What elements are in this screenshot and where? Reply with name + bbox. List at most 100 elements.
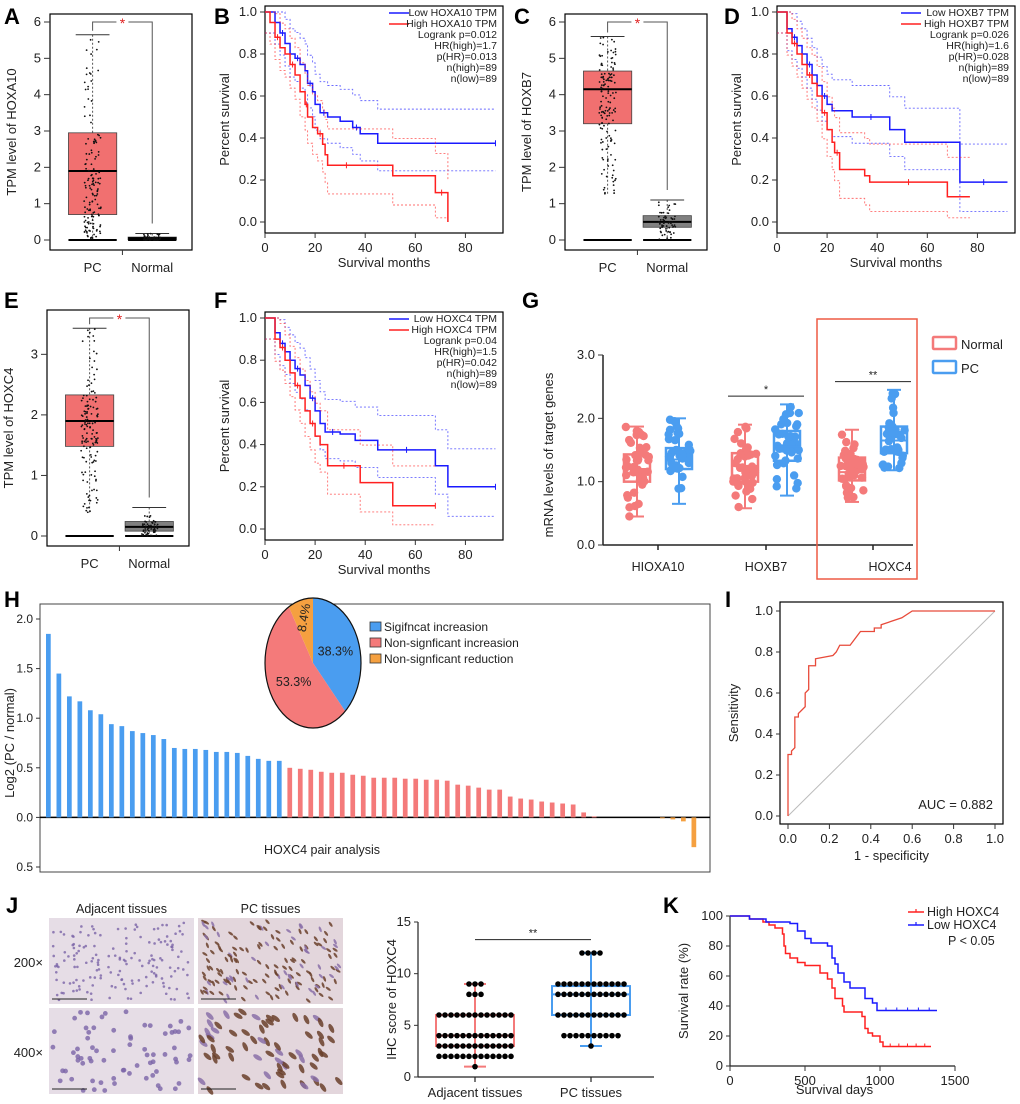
data-point	[561, 1032, 567, 1039]
data-point	[472, 1032, 478, 1039]
data-point	[614, 177, 617, 180]
panel-f-survival: 0.0 0.2 0.4 0.6 0.8 1.0 0 20 40 60 80 Percent survi…	[217, 310, 504, 577]
data-point	[460, 1053, 466, 1060]
data-point	[602, 158, 605, 161]
legend-label: Non-signficant reduction	[384, 652, 513, 666]
y-tick-label: 2	[31, 407, 38, 422]
data-point	[92, 398, 94, 401]
data-point	[602, 84, 605, 87]
nucleus	[172, 1086, 178, 1092]
data-point	[86, 425, 89, 428]
nucleus	[207, 979, 213, 984]
nucleus	[235, 968, 240, 975]
bar	[192, 748, 198, 818]
data-point	[484, 1012, 490, 1018]
stat-label: n(low)=89	[451, 73, 498, 85]
nucleus	[275, 937, 281, 942]
nucleus	[161, 923, 164, 927]
data-point	[600, 100, 602, 103]
data-point	[623, 490, 632, 500]
y-tick-label: 1	[34, 196, 41, 211]
nucleus	[314, 984, 320, 989]
data-point	[88, 494, 91, 497]
data-point	[90, 151, 93, 154]
data-point	[90, 412, 93, 415]
data-point	[84, 419, 87, 421]
y-tick-label: 6	[549, 14, 556, 29]
nucleus	[220, 968, 224, 975]
pie-label: 8.4%	[295, 603, 314, 633]
bar	[182, 748, 188, 818]
data-point	[668, 204, 671, 207]
data-point	[86, 511, 89, 514]
nucleus	[152, 971, 156, 975]
data-point	[82, 397, 84, 400]
data-point	[454, 1032, 460, 1039]
data-point	[612, 68, 615, 71]
nucleus	[99, 976, 102, 980]
nucleus	[151, 964, 155, 968]
data-point	[92, 406, 95, 409]
nucleus	[313, 936, 318, 942]
legend-label: Low HOXC4 TPM	[414, 313, 497, 325]
nucleus	[142, 1046, 148, 1052]
nucleus	[90, 998, 93, 1002]
y-tick-label: 4	[34, 87, 41, 102]
nucleus	[334, 965, 339, 971]
nucleus	[263, 1071, 272, 1080]
x-tick-label: 80	[970, 240, 984, 255]
nucleus	[160, 977, 164, 980]
data-point	[89, 453, 92, 456]
significance-star: *	[120, 15, 126, 31]
data-point	[142, 238, 145, 241]
nucleus	[198, 1034, 206, 1044]
data-point	[96, 437, 99, 439]
data-point	[95, 352, 98, 355]
data-point	[665, 425, 675, 435]
data-point	[591, 981, 597, 987]
data-point	[888, 403, 898, 412]
nucleus	[130, 956, 133, 960]
data-point	[84, 88, 87, 91]
data-point	[84, 211, 87, 214]
data-point	[602, 36, 605, 39]
x-tick-label: 40	[358, 547, 372, 562]
data-point	[666, 238, 668, 241]
nucleus	[52, 954, 56, 958]
nucleus	[150, 954, 153, 957]
nucleus	[304, 1031, 313, 1039]
nucleus	[62, 933, 66, 936]
data-point	[602, 78, 605, 81]
nucleus	[257, 944, 261, 950]
nucleus	[264, 973, 270, 978]
y-tick-label: 0.5	[16, 860, 33, 874]
nucleus	[247, 980, 253, 985]
data-point	[625, 512, 634, 521]
data-point	[607, 145, 610, 148]
data-point	[602, 75, 605, 78]
bar	[255, 758, 261, 818]
data-point	[90, 80, 93, 82]
nucleus	[67, 955, 70, 958]
bar	[549, 802, 555, 818]
data-point	[508, 1032, 514, 1039]
data-point	[454, 1012, 460, 1018]
y-tick-label: 0.4	[751, 130, 769, 145]
data-point	[600, 104, 603, 107]
nucleus	[71, 934, 74, 938]
data-point	[601, 117, 604, 119]
nucleus	[102, 1088, 108, 1093]
data-point	[659, 227, 662, 230]
data-point	[153, 525, 156, 528]
y-tick-label: 3.0	[577, 347, 595, 362]
data-point	[840, 446, 850, 456]
data-point	[600, 173, 603, 175]
data-point	[614, 63, 616, 66]
nucleus	[336, 963, 342, 969]
data-point	[603, 124, 605, 127]
data-point	[606, 114, 609, 117]
data-point	[610, 38, 613, 41]
data-point	[472, 1012, 478, 1018]
data-point	[82, 479, 85, 482]
